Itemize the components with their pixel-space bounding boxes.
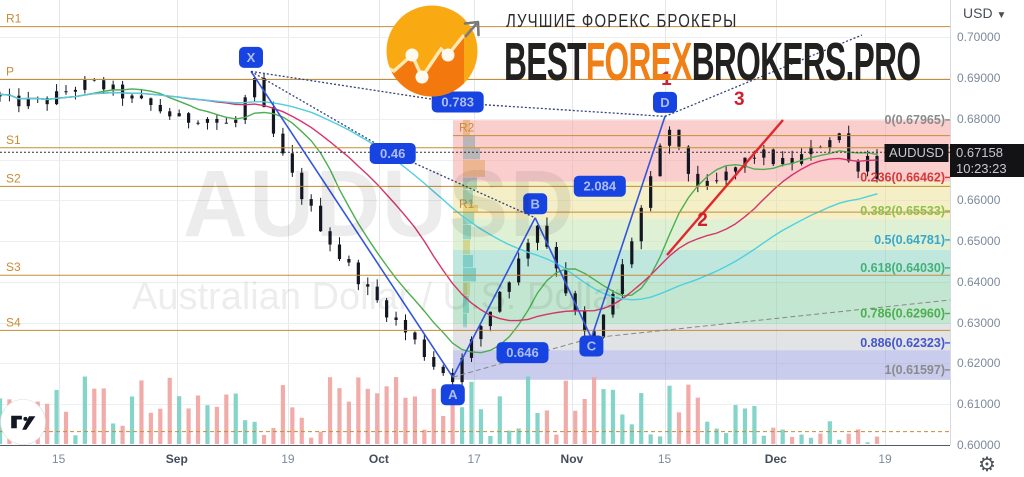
svg-text:S1: S1 xyxy=(6,133,21,147)
svg-text:D: D xyxy=(660,95,669,110)
svg-text:2: 2 xyxy=(697,210,708,231)
svg-text:0(0.67965): 0(0.67965) xyxy=(885,113,945,127)
svg-text:0.382(0.65533): 0.382(0.65533) xyxy=(860,204,945,218)
svg-text:R2: R2 xyxy=(459,121,475,135)
svg-text:0.618(0.64030): 0.618(0.64030) xyxy=(860,261,945,275)
svg-text:AUDUSD: AUDUSD xyxy=(889,145,944,160)
svg-text:S4: S4 xyxy=(6,315,21,329)
svg-text:1(0.61597): 1(0.61597) xyxy=(885,363,945,377)
svg-text:2.084: 2.084 xyxy=(584,179,617,194)
svg-text:P: P xyxy=(6,65,14,79)
svg-text:0.5(0.64781): 0.5(0.64781) xyxy=(874,233,945,247)
svg-text:0.786(0.62960): 0.786(0.62960) xyxy=(860,307,945,321)
svg-text:X: X xyxy=(247,50,256,65)
svg-text:S3: S3 xyxy=(6,260,21,274)
svg-text:A: A xyxy=(448,387,458,402)
svg-text:0.236(0.66462): 0.236(0.66462) xyxy=(860,170,945,184)
svg-text:0.646: 0.646 xyxy=(506,345,539,360)
svg-text:S2: S2 xyxy=(6,171,21,185)
svg-text:R1: R1 xyxy=(6,12,22,26)
svg-text:C: C xyxy=(587,339,597,354)
svg-text:0.886(0.62323): 0.886(0.62323) xyxy=(860,336,945,350)
